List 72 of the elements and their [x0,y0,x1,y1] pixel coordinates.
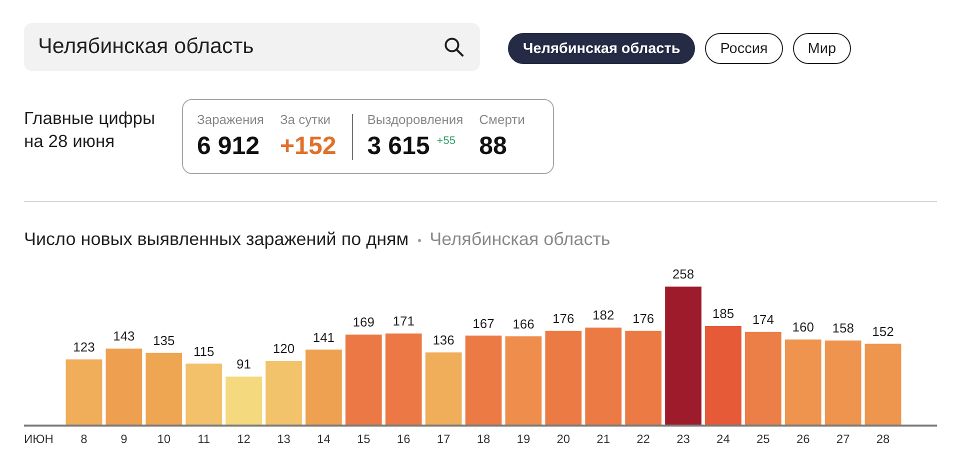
stats-card: Заражения 6 912 За сутки +152 Выздоровления 3 615 $^{+55}$ Смерти 88 [182,99,554,174]
text: Главные цифры на 28 июня [24,107,156,153]
x-tick-label: 28 [876,432,890,446]
data-label: 91 [236,356,252,372]
x-tick-label: 25 [756,432,770,446]
data-label: 182 [592,308,614,323]
bar [665,286,702,426]
bar [266,360,302,426]
bar [465,336,502,426]
x-tick-label: 21 [596,432,610,446]
data-label: 123 [73,339,95,354]
x-tick-label: 23 [676,432,690,446]
bar [744,332,782,426]
x-tick-label: 13 [277,432,291,446]
chart-subtitle: Челябинская область [430,229,610,250]
data-label: 176 [552,310,574,326]
bar [345,334,382,426]
x-tick-label: 26 [796,432,810,446]
bar [505,336,542,426]
x-tick-label: 20 [556,432,570,446]
bar [705,326,742,426]
bar [226,376,262,426]
data-label: 166 [512,316,534,332]
text: Россия [720,40,768,56]
data-label: 152 [872,324,894,339]
bar [66,359,102,426]
x-tick-label: 18 [476,432,490,446]
search-field: Челябинская область [24,23,480,71]
data-label: 258 [672,266,694,282]
bar [585,328,622,426]
data-label: 141 [312,330,335,345]
bar [146,352,182,426]
bar [385,334,422,426]
bar [306,350,342,426]
bar [824,340,862,426]
data-label: 135 [153,332,175,348]
text: Челябинская область [523,40,680,56]
x-tick-label: 19 [516,432,530,446]
x-tick-label: 17 [436,432,451,446]
x-tick-label: 10 [157,432,171,446]
bar [784,339,822,426]
x-tick-label: 22 [636,432,650,446]
bar [864,344,902,426]
data-label: 143 [113,328,135,344]
data-label: 120 [272,341,295,356]
bar [106,348,142,426]
bar [186,364,222,426]
data-label: 167 [472,316,494,331]
x-tick-label: 8 [80,432,88,446]
data-label: 174 [752,312,774,327]
data-label: 169 [352,314,374,330]
data-label: 158 [832,320,854,336]
chart-title: Число новых выявленных заражений по дням [24,229,409,250]
data-label: 115 [193,344,214,359]
text: Мир [808,40,836,56]
x-tick-label: 24 [716,432,730,446]
bar [425,352,462,426]
bar [545,330,582,426]
x-tick-label: 15 [356,432,371,446]
data-label: 176 [632,310,654,326]
x-axis-title: ИЮН [24,432,54,446]
x-tick-label: 14 [317,432,331,446]
data-label: 160 [792,320,814,335]
data-label: 185 [712,306,734,322]
x-tick-label: 11 [198,432,210,446]
data-label: 136 [432,332,454,348]
x-tick-label: 16 [396,432,411,446]
x-tick-label: 27 [836,432,850,446]
x-tick-label: 12 [237,432,251,446]
data-label: 171 [392,314,414,329]
x-tick-label: 9 [120,432,128,446]
bar [625,330,662,426]
